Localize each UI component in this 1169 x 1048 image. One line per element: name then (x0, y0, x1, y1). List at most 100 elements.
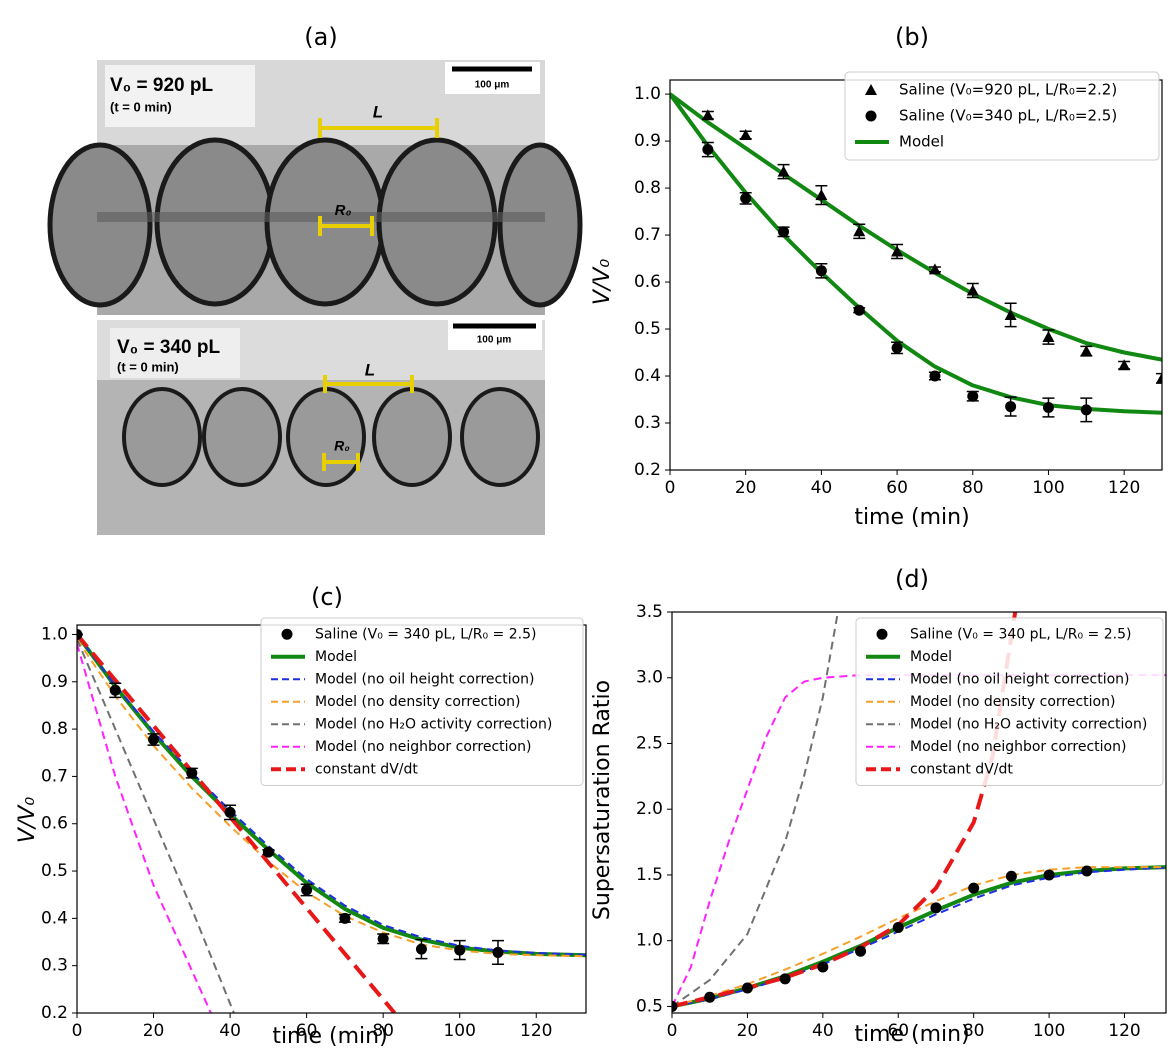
marker (1042, 402, 1054, 414)
radius-label: R₀ (335, 202, 352, 219)
y-tick-label: 3.5 (636, 602, 663, 622)
micrograph: V₀ = 340 pL (t = 0 min) 100 μm L R₀ (97, 320, 545, 535)
y-tick-label: 0.2 (41, 1003, 68, 1023)
marker (454, 944, 466, 956)
marker (778, 226, 790, 238)
legend-marker (865, 110, 877, 122)
y-tick-label: 0.3 (41, 956, 68, 976)
x-tick-label: 20 (143, 1021, 165, 1041)
x-tick-label: 0 (665, 478, 676, 498)
model-line (77, 643, 212, 1013)
y-tick-label: 0.9 (634, 131, 661, 151)
legend-label: Model (315, 649, 357, 665)
x-tick-label: 60 (886, 478, 908, 498)
marker (148, 734, 160, 746)
y-axis-label: V/V₀ (590, 259, 615, 306)
x-tick-label: 20 (737, 1021, 759, 1041)
legend-marker (281, 628, 293, 640)
model-line (77, 638, 586, 958)
legend-label: constant dV/dt (910, 761, 1013, 777)
legend-label: Saline (V₀=340 pL, L/R₀=2.5) (899, 107, 1117, 125)
legend-label: Saline (V₀ = 340 pL, L/R₀ = 2.5) (910, 626, 1131, 642)
model-line (670, 92, 1162, 415)
model-line (77, 633, 397, 1013)
marker (109, 684, 121, 696)
time-label: (t = 0 min) (110, 99, 172, 114)
volume-label: V₀ = 920 pL (110, 75, 213, 96)
marker (377, 933, 389, 945)
legend-label: Model (no oil height correction) (315, 671, 535, 687)
legend-label: Model (no neighbor correction) (315, 739, 531, 755)
legend-label: Model (no oil height correction) (910, 671, 1130, 687)
x-tick-label: 60 (887, 1021, 909, 1041)
panel-title: (b) (895, 23, 929, 51)
legend-label: Model (910, 649, 952, 665)
model-line (77, 633, 586, 958)
panel-title: (c) (311, 583, 343, 611)
marker (1080, 345, 1093, 357)
marker (186, 767, 198, 779)
y-tick-label: 0.3 (634, 413, 661, 433)
marker (224, 806, 236, 818)
volume-label: V₀ = 340 pL (117, 337, 220, 358)
x-tick-label: 20 (735, 478, 757, 498)
y-tick-label: 0.8 (634, 178, 661, 198)
x-tick-label: 40 (219, 1021, 241, 1041)
marker (741, 982, 753, 994)
y-tick-label: 1.5 (636, 865, 663, 885)
legend: Saline (V₀ = 340 pL, L/R₀ = 2.5) Model Mod… (855, 617, 1164, 786)
y-tick-label: 1.0 (634, 84, 661, 104)
spacing-label: L (365, 360, 375, 379)
marker (672, 1000, 678, 1012)
x-tick-label: 100 (1033, 1021, 1065, 1041)
y-axis-label: Supersaturation Ratio (590, 680, 615, 920)
marker (815, 265, 827, 277)
scale-bar-label: 100 μm (477, 335, 512, 346)
y-tick-label: 0.5 (636, 996, 663, 1016)
x-tick-label: 40 (812, 1021, 834, 1041)
y-tick-label: 1.0 (636, 931, 663, 951)
x-tick-label: 120 (520, 1021, 552, 1041)
marker (892, 922, 904, 934)
x-tick-label: 60 (296, 1021, 318, 1041)
panel-title: (d) (895, 565, 929, 593)
marker (492, 946, 504, 958)
y-axis-label: V/V₀ (15, 797, 40, 844)
legend: Saline (V₀ = 340 pL, L/R₀ = 2.5) Model Mod… (260, 617, 584, 786)
marker (853, 225, 866, 237)
legend-label: Model (no neighbor correction) (910, 739, 1126, 755)
model-line (77, 633, 586, 956)
marker (1005, 401, 1017, 413)
x-tick-label: 80 (372, 1021, 394, 1041)
plot-area (77, 628, 586, 1013)
plot-frame (671, 611, 1167, 1014)
legend-box (855, 617, 1164, 786)
marker (966, 284, 979, 296)
marker (777, 165, 790, 177)
y-tick-label: 0.5 (41, 861, 68, 881)
marker (262, 846, 274, 858)
marker (704, 991, 716, 1003)
legend-marker (865, 84, 877, 95)
x-tick-label: 100 (1032, 478, 1064, 498)
y-tick-label: 2.5 (636, 733, 663, 753)
marker (415, 943, 427, 955)
legend-marker (876, 628, 888, 640)
marker (1043, 869, 1055, 881)
x-axis-label: time (min) (272, 1024, 387, 1048)
legend-box (260, 617, 584, 786)
x-tick-label: 120 (1108, 1021, 1140, 1041)
marker (855, 945, 867, 957)
x-tick-label: 100 (443, 1021, 475, 1041)
legend-label: Model (899, 133, 944, 151)
marker (853, 304, 865, 316)
y-tick-label: 0.6 (634, 272, 661, 292)
y-tick-label: 0.5 (634, 319, 661, 339)
marker (928, 263, 941, 275)
x-axis-label: time (min) (854, 505, 969, 530)
marker (968, 882, 980, 894)
marker (339, 912, 351, 924)
legend-label: Saline (V₀ = 340 pL, L/R₀ = 2.5) (315, 626, 536, 642)
micrograph: V₀ = 920 pL (t = 0 min) 100 μm L R₀ (47, 60, 583, 315)
marker (1081, 865, 1093, 877)
